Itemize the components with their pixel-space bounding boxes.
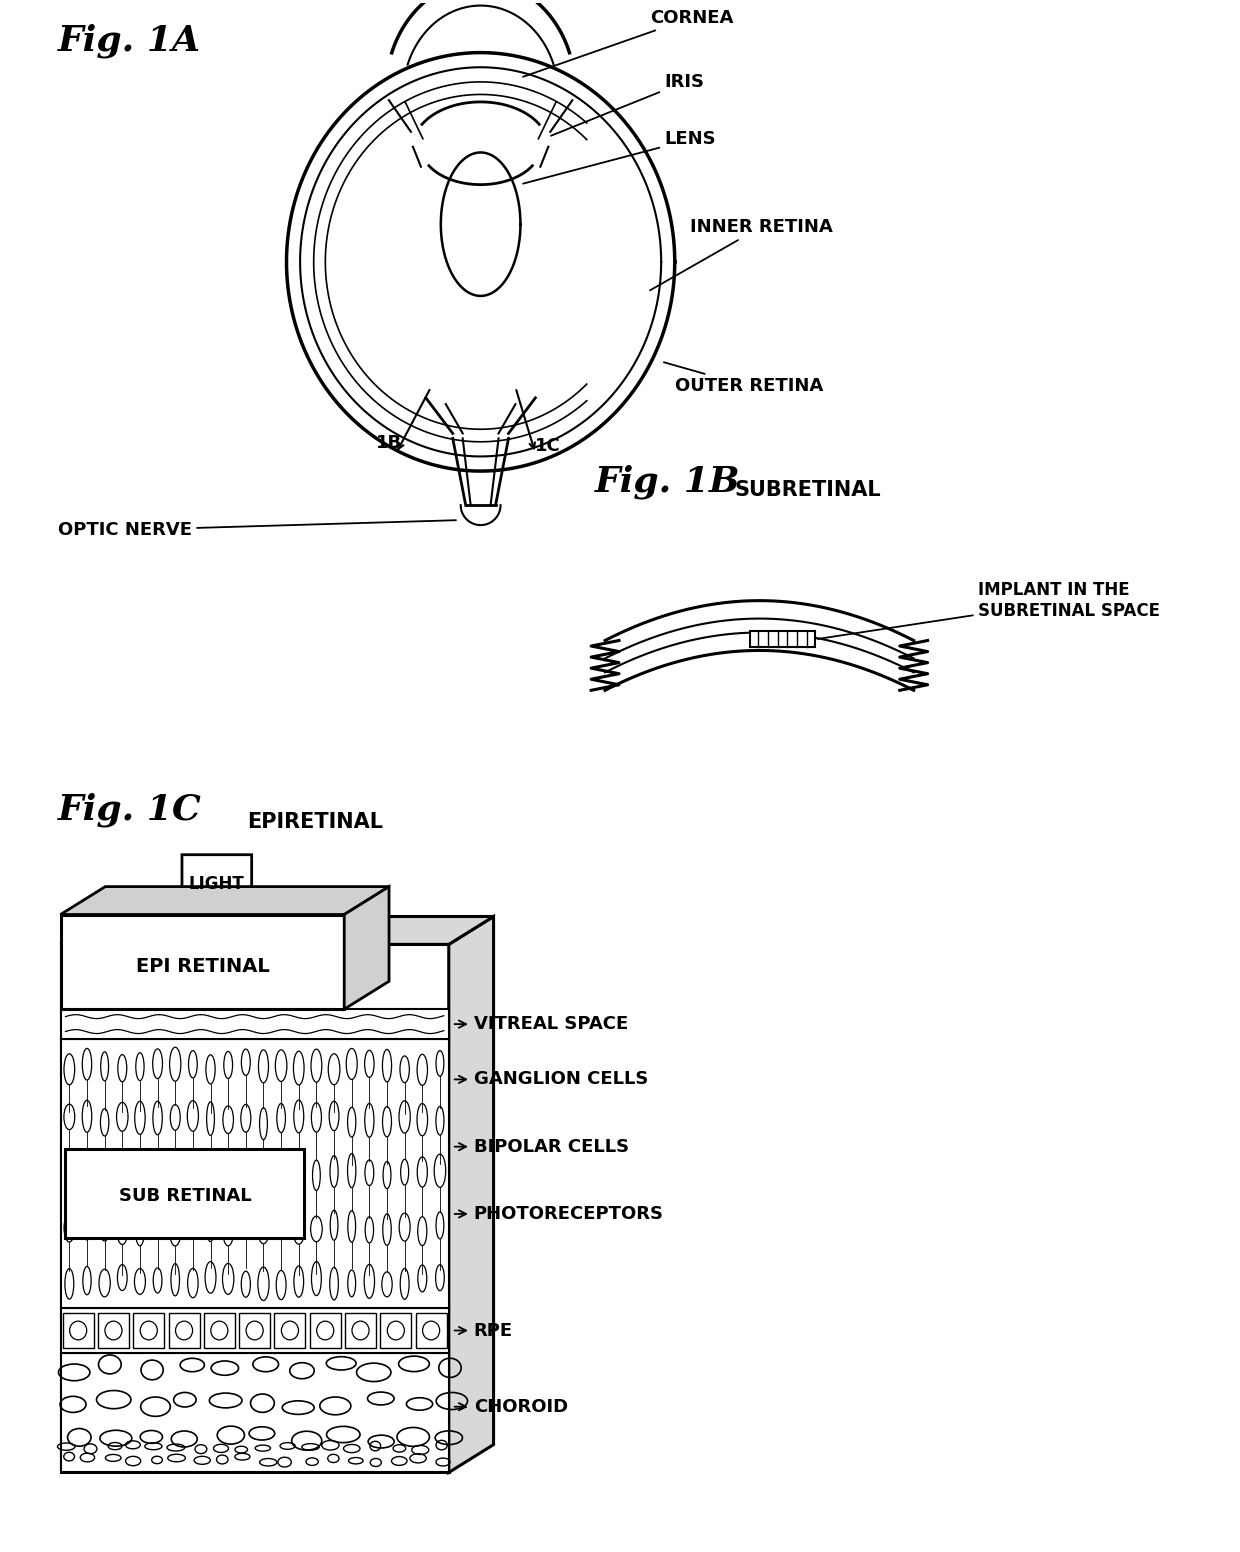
Text: SUB RETINAL: SUB RETINAL (119, 1187, 252, 1206)
Text: EPIRETINAL: EPIRETINAL (247, 812, 383, 832)
Bar (381, 1313, 412, 1347)
Text: VITREAL SPACE: VITREAL SPACE (455, 1015, 627, 1034)
Text: LENS: LENS (523, 130, 717, 183)
Text: EPI RETINAL: EPI RETINAL (135, 958, 269, 976)
Bar (274, 1313, 305, 1347)
Text: 1C: 1C (536, 438, 562, 455)
Bar (169, 1313, 200, 1347)
Text: CORNEA: CORNEA (523, 9, 733, 76)
Text: IMPLANT IN THE
SUBRETINAL SPACE: IMPLANT IN THE SUBRETINAL SPACE (817, 582, 1161, 639)
Text: RPE: RPE (455, 1321, 513, 1339)
Polygon shape (345, 886, 389, 1009)
Bar (61, 945, 449, 1473)
Bar (98, 1313, 129, 1347)
Text: GANGLION CELLS: GANGLION CELLS (455, 1071, 649, 1088)
Text: BIPOLAR CELLS: BIPOLAR CELLS (455, 1138, 629, 1156)
Polygon shape (449, 917, 494, 1473)
Bar (66, 1148, 305, 1238)
Bar (415, 1313, 446, 1347)
Bar (63, 1313, 94, 1347)
Polygon shape (61, 917, 494, 945)
Bar (61, 1009, 449, 1038)
Text: Fig. 1A: Fig. 1A (57, 23, 201, 57)
Text: OPTIC NERVE: OPTIC NERVE (57, 520, 456, 539)
Text: 1B: 1B (376, 435, 402, 452)
Text: PHOTORECEPTORS: PHOTORECEPTORS (455, 1204, 663, 1223)
Text: Fig. 1B: Fig. 1B (595, 464, 740, 498)
Text: Fig. 1C: Fig. 1C (57, 793, 201, 827)
Text: INNER RETINA: INNER RETINA (650, 217, 832, 290)
Bar (345, 1313, 376, 1347)
Bar (61, 914, 345, 1009)
Bar (750, 632, 815, 647)
FancyArrow shape (172, 855, 262, 930)
Text: OUTER RETINA: OUTER RETINA (663, 362, 823, 396)
Bar (61, 1353, 449, 1473)
Bar (61, 1038, 449, 1308)
Bar (133, 1313, 164, 1347)
Bar (61, 1308, 449, 1353)
Polygon shape (61, 886, 389, 914)
Text: IRIS: IRIS (551, 73, 704, 135)
Text: CHOROID: CHOROID (455, 1398, 568, 1415)
Text: SUBRETINAL: SUBRETINAL (734, 480, 882, 500)
Text: LIGHT: LIGHT (188, 875, 244, 892)
Bar (203, 1313, 234, 1347)
Bar (239, 1313, 270, 1347)
Bar (310, 1313, 341, 1347)
